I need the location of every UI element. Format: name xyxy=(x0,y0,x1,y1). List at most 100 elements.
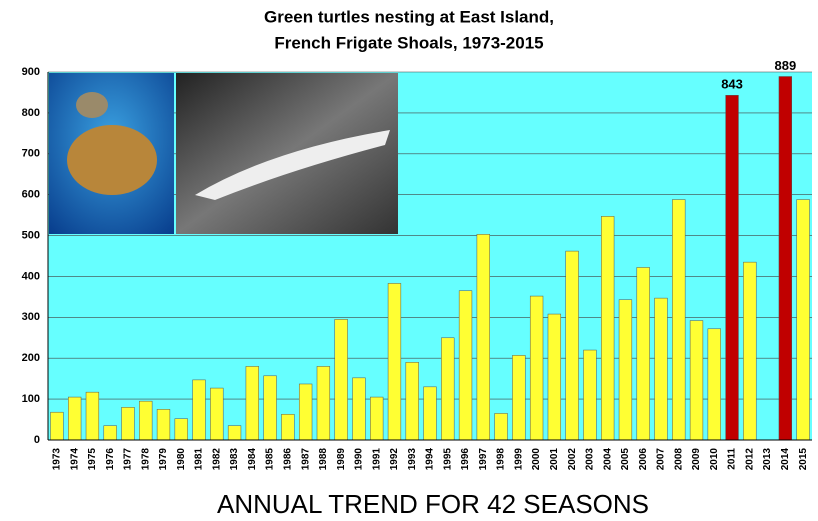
x-tick-label: 1982 xyxy=(211,448,222,471)
bar xyxy=(423,386,437,441)
x-tick-label: 2008 xyxy=(673,448,684,471)
data-label: 843 xyxy=(721,77,743,92)
y-tick-label: 800 xyxy=(22,107,40,119)
bar xyxy=(529,295,544,441)
bar xyxy=(387,283,402,441)
x-tick-label: 1979 xyxy=(158,448,169,471)
x-tick-label: 2011 xyxy=(727,448,738,470)
bar xyxy=(192,379,206,441)
bar xyxy=(725,95,739,441)
bar xyxy=(210,387,224,441)
x-tick-label: 1988 xyxy=(318,448,329,471)
x-tick-label: 2005 xyxy=(620,448,631,471)
y-tick-label: 100 xyxy=(22,393,40,405)
bar xyxy=(139,400,153,441)
x-tick-label: 1981 xyxy=(194,448,205,471)
y-tick-label: 600 xyxy=(22,189,40,201)
x-tick-label: 2012 xyxy=(744,448,755,471)
turtle-head xyxy=(76,92,108,118)
chart-title: French Frigate Shoals, 1973-2015 xyxy=(274,33,543,52)
chart-title: Green turtles nesting at East Island, xyxy=(264,7,554,26)
bar xyxy=(565,250,579,441)
bar xyxy=(245,366,259,441)
x-tick-label: 1995 xyxy=(442,448,453,471)
bar xyxy=(156,409,171,441)
x-tick-label: 1978 xyxy=(140,448,151,471)
bar xyxy=(316,366,331,441)
caption: ANNUAL TREND FOR 42 SEASONS xyxy=(217,489,649,519)
x-tick-label: 1983 xyxy=(229,448,240,471)
x-tick-label: 1999 xyxy=(513,448,524,471)
bar xyxy=(281,413,295,441)
x-tick-label: 1985 xyxy=(265,448,276,471)
data-label: 889 xyxy=(774,58,796,73)
bar xyxy=(707,328,721,441)
x-tick-label: 1996 xyxy=(460,448,471,471)
bar xyxy=(352,377,366,441)
x-tick-label: 1976 xyxy=(105,448,116,471)
island-shape xyxy=(195,130,390,200)
y-tick-label: 200 xyxy=(22,352,40,364)
photos xyxy=(49,73,398,234)
y-tick-label: 500 xyxy=(22,229,40,241)
x-tick-label: 2009 xyxy=(691,448,702,471)
bar xyxy=(494,413,508,441)
bar xyxy=(778,76,792,441)
x-tick-label: 1975 xyxy=(87,448,98,471)
y-tick-label: 400 xyxy=(22,270,40,282)
bar xyxy=(121,407,135,441)
bar xyxy=(458,290,473,441)
bar xyxy=(370,396,384,441)
x-tick-label: 2002 xyxy=(567,448,578,471)
bar xyxy=(298,383,313,441)
bar xyxy=(689,320,704,441)
x-tick-label: 1991 xyxy=(371,448,382,471)
x-tick-label: 1977 xyxy=(123,448,134,471)
bar xyxy=(227,425,242,441)
bar xyxy=(85,391,100,441)
bar xyxy=(263,375,277,441)
x-tick-label: 1986 xyxy=(283,448,294,471)
y-tick-label: 0 xyxy=(34,434,40,446)
bar xyxy=(636,267,650,441)
x-tick-label: 1984 xyxy=(247,448,258,471)
x-tick-label: 2003 xyxy=(585,448,596,471)
bar xyxy=(743,261,757,441)
bar xyxy=(672,199,686,441)
x-tick-label: 1987 xyxy=(300,448,311,471)
x-tick-label: 1989 xyxy=(336,448,347,471)
bar xyxy=(512,355,526,441)
bar xyxy=(654,297,668,441)
bar xyxy=(601,216,615,441)
x-tick-label: 1994 xyxy=(425,448,436,471)
x-tick-label: 2013 xyxy=(762,448,773,471)
y-tick-label: 300 xyxy=(22,311,40,323)
x-tick-label: 2001 xyxy=(549,448,560,471)
x-tick-label: 1973 xyxy=(52,448,63,471)
bar xyxy=(583,349,597,441)
bar xyxy=(103,425,117,441)
bar xyxy=(796,199,810,441)
x-tick-label: 1997 xyxy=(478,448,489,471)
bar xyxy=(476,234,490,441)
x-tick-label: 1992 xyxy=(389,448,400,471)
x-tick-label: 1990 xyxy=(354,448,365,471)
bar xyxy=(618,299,633,441)
x-tick-label: 2007 xyxy=(656,448,667,471)
bar xyxy=(68,396,82,441)
turtle-shape xyxy=(67,125,157,195)
x-tick-label: 1980 xyxy=(176,448,187,471)
x-tick-label: 1998 xyxy=(496,448,507,471)
x-tick-label: 2006 xyxy=(638,448,649,471)
y-tick-label: 900 xyxy=(22,66,40,78)
x-tick-label: 2015 xyxy=(798,448,809,471)
x-tick-label: 1993 xyxy=(407,448,418,471)
x-tick-label: 2010 xyxy=(709,448,720,471)
island-photo xyxy=(176,73,398,234)
bar xyxy=(405,362,419,441)
x-tick-label: 2004 xyxy=(602,448,613,471)
x-tick-label: 2000 xyxy=(531,448,542,471)
x-tick-label: 1974 xyxy=(69,448,80,471)
bar xyxy=(547,313,562,441)
